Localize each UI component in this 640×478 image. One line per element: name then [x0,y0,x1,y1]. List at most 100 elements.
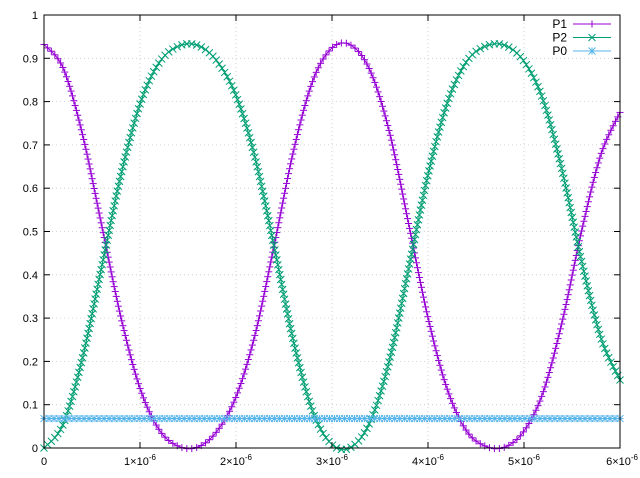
data-point-p1 [291,140,299,148]
data-point-p1 [385,126,393,134]
data-point-p2 [85,324,93,333]
data-point-p1 [66,82,74,90]
data-point-p2 [145,76,154,85]
data-point-p2 [532,78,540,87]
data-point-p2 [110,201,119,210]
data-point-p2 [218,64,226,73]
data-point-p1 [433,352,441,360]
data-point-p2 [95,275,103,284]
data-point-p2 [257,182,266,191]
data-point-p1 [127,356,135,364]
data-point-p1 [84,155,92,163]
data-point-p1 [300,106,308,114]
data-point-p2 [407,250,416,259]
data-point-p1 [380,107,388,115]
data-point-p2 [271,251,280,259]
data-point-p1 [79,131,87,139]
data-point-p1 [601,140,609,148]
data-point-p1 [549,354,557,362]
data-point-p2 [600,344,609,353]
data-point-p1 [593,164,601,172]
data-point-p1 [544,373,552,381]
data-point-p2 [456,67,465,75]
data-point-p1 [545,369,553,377]
data-point-p2 [406,255,415,263]
data-point-p2 [553,145,561,153]
data-point-p1 [212,428,220,436]
data-point-p2 [259,192,268,200]
data-point-p2 [305,397,314,406]
data-point-p2 [588,301,596,310]
data-point-p1 [277,209,285,217]
data-point-p1 [582,207,590,215]
data-point-p1 [539,388,547,396]
data-point-p1 [578,227,586,235]
data-point-p1 [596,154,604,162]
data-point-p2 [565,198,574,207]
data-point-p1 [399,190,407,198]
data-point-p1 [124,341,132,349]
data-point-p2 [567,208,576,217]
series-layer [40,39,624,454]
data-point-p2 [354,436,363,445]
data-point-p2 [391,328,400,337]
data-point-p1 [109,278,117,286]
data-point-p2 [581,272,589,280]
data-point-p1 [132,370,140,378]
data-point-p2 [270,246,279,254]
data-point-p2 [244,129,253,137]
data-point-p1 [394,166,402,174]
data-point-p2 [568,213,577,222]
data-point-p2 [423,171,432,180]
data-point-p2 [428,152,437,161]
data-point-p1 [568,271,576,279]
data-point-p2 [388,343,397,352]
grid-lines [44,15,620,448]
data-point-p2 [500,41,509,49]
data-point-p1 [372,83,380,91]
data-point-p2 [197,43,206,51]
data-point-p1 [54,55,62,63]
data-point-p1 [59,63,67,71]
data-point-p2 [268,236,277,245]
data-point-p2 [357,433,366,441]
data-point-p1 [305,87,313,95]
data-point-p2 [69,387,78,396]
data-point-p2 [73,373,82,382]
data-point-p2 [409,240,418,249]
data-point-p2 [265,221,274,230]
data-point-p2 [560,174,568,183]
data-point-p2 [437,118,446,127]
data-point-p1 [275,219,283,227]
data-point-p2 [360,428,369,437]
data-point-p2 [397,299,406,308]
data-point-p1 [57,59,65,67]
data-point-p1 [290,145,298,153]
data-point-p1 [609,122,617,130]
data-point-p2 [301,383,309,391]
data-point-p2 [83,334,91,343]
data-point-p2 [178,40,186,49]
x-tick-exponent: -6 [341,453,349,462]
data-point-p2 [387,348,396,357]
data-point-p1 [367,69,375,77]
data-point-p1 [400,195,408,203]
data-point-p1 [419,293,427,301]
data-point-p1 [240,370,248,378]
data-point-p1 [563,296,571,304]
data-point-p2 [113,187,122,195]
data-point-p2 [485,40,494,49]
data-point-p2 [108,211,117,220]
data-point-p1 [584,198,592,206]
data-point-p2 [446,89,455,98]
data-point-p2 [544,111,552,119]
data-point-p1 [226,407,234,415]
data-point-p2 [516,52,525,61]
data-point-p2 [282,305,291,313]
data-point-p1 [113,297,121,305]
data-point-p2 [284,314,293,323]
data-point-p1 [386,131,394,139]
data-point-p1 [548,359,556,367]
data-point-p2 [262,206,271,215]
data-point-p1 [389,141,397,149]
